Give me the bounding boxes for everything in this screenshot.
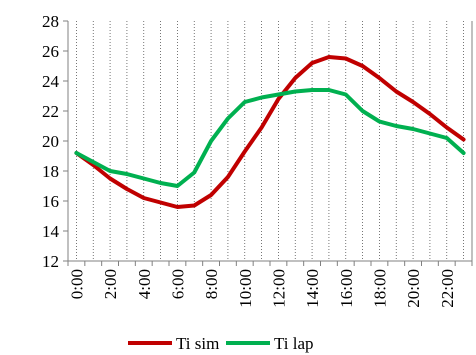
x-tick-label: 20:00 <box>404 269 423 308</box>
y-tick-label: 18 <box>42 162 59 181</box>
series-lines <box>74 55 466 209</box>
axes <box>63 20 473 266</box>
legend-label: Ti lap <box>274 334 314 353</box>
legend-label: Ti sim <box>176 334 219 353</box>
y-tick-labels: 12 14 16 18 20 22 24 26 28 <box>42 12 60 271</box>
x-tick-label: 14:00 <box>303 269 322 308</box>
legend: Ti sim Ti lap <box>128 334 314 353</box>
y-tick-label: 28 <box>42 12 59 31</box>
x-tick-label: 22:00 <box>438 269 457 308</box>
series-line-ti-lap <box>74 88 466 188</box>
x-tick-labels: 0:00 2:00 4:00 6:00 8:00 10:00 12:00 14:00 16:00… <box>67 269 456 308</box>
x-tick-label: 4:00 <box>135 269 154 299</box>
y-tick-label: 26 <box>42 42 59 61</box>
x-tick-label: 12:00 <box>269 269 288 308</box>
x-tick-label: 6:00 <box>168 269 187 299</box>
y-tick-label: 16 <box>42 192 59 211</box>
y-tick-label: 12 <box>42 252 59 271</box>
y-tick-label: 14 <box>42 222 60 241</box>
series-line-ti-sim <box>74 55 466 209</box>
x-tick-label: 2:00 <box>101 269 120 299</box>
x-tick-label: 10:00 <box>236 269 255 308</box>
x-tick-label: 0:00 <box>67 269 86 299</box>
y-tick-label: 22 <box>42 102 59 121</box>
vertical-grid <box>76 21 464 261</box>
x-tick-label: 16:00 <box>337 269 356 308</box>
x-tick-label: 18:00 <box>370 269 389 308</box>
y-tick-label: 20 <box>42 132 59 151</box>
y-tick-label: 24 <box>42 72 60 91</box>
x-tick-label: 8:00 <box>202 269 221 299</box>
